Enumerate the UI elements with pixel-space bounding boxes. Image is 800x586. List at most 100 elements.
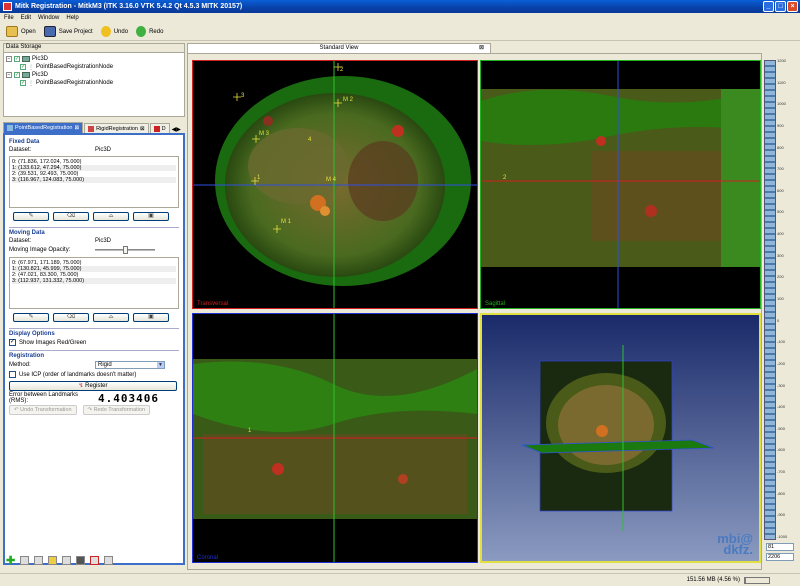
- coronal-view[interactable]: 1 Coronal: [192, 313, 478, 563]
- window-input[interactable]: 2206: [766, 553, 794, 561]
- menu-edit[interactable]: Edit: [20, 15, 32, 21]
- moving-opacity-slider[interactable]: [95, 246, 155, 254]
- method-select[interactable]: Rigid ▼: [95, 361, 165, 369]
- list-item[interactable]: 0: (67.971, 171.189, 75.000): [12, 260, 82, 266]
- list-item[interactable]: 1: (130.821, 45.999, 75.000): [12, 266, 176, 272]
- menu-window[interactable]: Window: [38, 15, 60, 21]
- list-item[interactable]: 2: (47.021, 83.300, 75.000): [12, 272, 79, 278]
- tree-child-node[interactable]: ✓ ⋮ PointBasedRegistrationNode: [20, 80, 114, 87]
- add-icon[interactable]: ✚: [6, 554, 16, 567]
- status-bar: 151.56 MB (4.56 %): [0, 573, 800, 586]
- load-points-button[interactable]: ⌓: [93, 313, 129, 322]
- scale-tick-label: 300: [777, 252, 784, 258]
- close-tab-icon[interactable]: ⊠: [478, 45, 484, 51]
- minimize-button[interactable]: _: [763, 1, 774, 12]
- slider-thumb[interactable]: [122, 246, 128, 254]
- landmark-label: M 2: [343, 97, 354, 103]
- scale-tick-label: 600: [777, 187, 784, 193]
- collapse-icon[interactable]: −: [6, 56, 12, 62]
- tool-icon[interactable]: [34, 555, 44, 565]
- scale-tick-label: 1100: [777, 79, 786, 85]
- image-node-icon: [22, 56, 30, 62]
- scale-tick-label: -100: [777, 339, 786, 345]
- show-red-green-row[interactable]: ✓ Show Images Red/Green: [9, 339, 87, 346]
- load-points-button[interactable]: ⌓: [93, 212, 129, 221]
- undo-transformation-button[interactable]: ↶ Undo Transformation: [9, 405, 77, 415]
- scale-tick-label: -500: [777, 425, 786, 431]
- moving-points-list[interactable]: 0: (67.971, 171.189, 75.000) 1: (130.821…: [9, 257, 179, 309]
- 3d-view[interactable]: mbi@ dkfz.: [480, 313, 761, 563]
- chevron-down-icon[interactable]: ▼: [157, 362, 164, 368]
- undo-button[interactable]: Undo: [100, 26, 128, 37]
- scale-tick-label: 1200: [777, 58, 786, 63]
- visibility-checkbox[interactable]: ✓: [14, 72, 20, 78]
- tree-node[interactable]: − ✓ Pic3D: [6, 56, 49, 62]
- redo-icon: ↷: [87, 407, 93, 413]
- scale-tick-label: 0: [777, 317, 780, 323]
- list-item[interactable]: 1: (133.612, 47.294, 75.000): [12, 165, 176, 171]
- collapse-icon[interactable]: −: [6, 72, 12, 78]
- level-window-slider[interactable]: [764, 60, 776, 540]
- tab-scroll-right-icon[interactable]: ▶: [176, 127, 181, 133]
- link-icon[interactable]: [62, 555, 72, 565]
- register-button[interactable]: ↯ Register: [9, 381, 177, 391]
- visibility-checkbox[interactable]: ✓: [20, 80, 26, 86]
- scale-tick-label: -600: [777, 447, 786, 453]
- camera-icon[interactable]: [76, 555, 86, 565]
- data-storage-tree[interactable]: − ✓ Pic3D ✓ ⋮ PointBasedRegistrationNode…: [3, 52, 185, 117]
- screenshot-icon[interactable]: [90, 555, 100, 565]
- list-item[interactable]: 3: (116.967, 124.083, 75.000): [12, 177, 176, 183]
- use-icp-checkbox[interactable]: [9, 371, 16, 378]
- tree-node[interactable]: − ✓ Pic3D: [6, 72, 49, 78]
- level-window-widget[interactable]: 1200 1100 1000 900 800 700 600 500 400 300 200 100 0…: [764, 56, 798, 568]
- save-icon: ▣: [148, 213, 154, 219]
- level-input[interactable]: 81: [766, 543, 794, 551]
- remove-point-button[interactable]: ⌫: [53, 313, 89, 322]
- save-project-button[interactable]: Save Project: [43, 26, 93, 37]
- axial-view-label: Transversal: [197, 301, 229, 307]
- tool-icon[interactable]: [20, 555, 30, 565]
- save-points-button[interactable]: ▣: [133, 313, 169, 322]
- tab-point-based-registration[interactable]: PointBasedRegistration ⊠: [3, 122, 84, 133]
- sagittal-view[interactable]: 2 Sagittal: [480, 60, 761, 309]
- fixed-points-list[interactable]: 0: (71.836, 172.024, 75.000) 1: (133.612…: [9, 156, 179, 208]
- open-button[interactable]: Open: [6, 26, 36, 37]
- use-icp-row[interactable]: Use ICP (order of landmarks doesn't matt…: [9, 370, 179, 379]
- tab-d[interactable]: D: [149, 123, 170, 133]
- close-tab-icon[interactable]: ⊠: [139, 125, 145, 132]
- visibility-checkbox[interactable]: ✓: [14, 56, 20, 62]
- add-point-button[interactable]: ✎: [13, 313, 49, 322]
- visibility-checkbox[interactable]: ✓: [20, 64, 26, 70]
- scale-tick-label: 800: [777, 144, 784, 150]
- menu-help[interactable]: Help: [66, 15, 79, 21]
- tree-child-node[interactable]: ✓ ⋮ PointBasedRegistrationNode: [20, 64, 114, 71]
- redo-transformation-button[interactable]: ↷ Redo Transformation: [82, 405, 150, 415]
- measure-icon[interactable]: [48, 555, 58, 565]
- save-points-button[interactable]: ▣: [133, 212, 169, 221]
- tab-rigid-registration[interactable]: RigidRegistration ⊠: [84, 123, 149, 133]
- show-red-green-checkbox[interactable]: ✓: [9, 339, 16, 346]
- list-item[interactable]: 3: (112.937, 131.332, 75.000): [12, 278, 176, 284]
- menu-bar: File Edit Window Help: [0, 13, 800, 23]
- scale-tick-label: -400: [777, 404, 786, 410]
- add-point-button[interactable]: ✎: [13, 212, 49, 221]
- quick-tools-bar: ✚: [3, 552, 185, 568]
- list-item[interactable]: 2: (39.531, 92.493, 75.000): [12, 171, 79, 177]
- display-options-title: Display Options: [9, 331, 55, 337]
- registration-icon: [7, 125, 13, 131]
- close-button[interactable]: ×: [787, 1, 798, 12]
- tool-icon[interactable]: [104, 555, 114, 565]
- list-item[interactable]: 0: (71.836, 172.024, 75.000): [12, 159, 82, 165]
- standard-view-tab[interactable]: Standard View ⊠: [187, 43, 491, 53]
- tab-scroll-left-icon[interactable]: ◀: [171, 127, 177, 133]
- axial-view[interactable]: 1 2 3 4 M 1 M 2 M 3 M 4 Transversal: [192, 60, 478, 309]
- menu-file[interactable]: File: [4, 15, 14, 21]
- fixed-dataset-label: Dataset:: [9, 147, 32, 153]
- maximize-button[interactable]: □: [775, 1, 786, 12]
- scale-tick-label: 400: [777, 231, 784, 237]
- moving-data-title: Moving Data: [9, 230, 45, 236]
- redo-button[interactable]: Redo: [136, 26, 163, 37]
- remove-point-button[interactable]: ⌫: [53, 212, 89, 221]
- close-tab-icon[interactable]: ⊠: [74, 125, 80, 131]
- registration-icon: [88, 125, 95, 132]
